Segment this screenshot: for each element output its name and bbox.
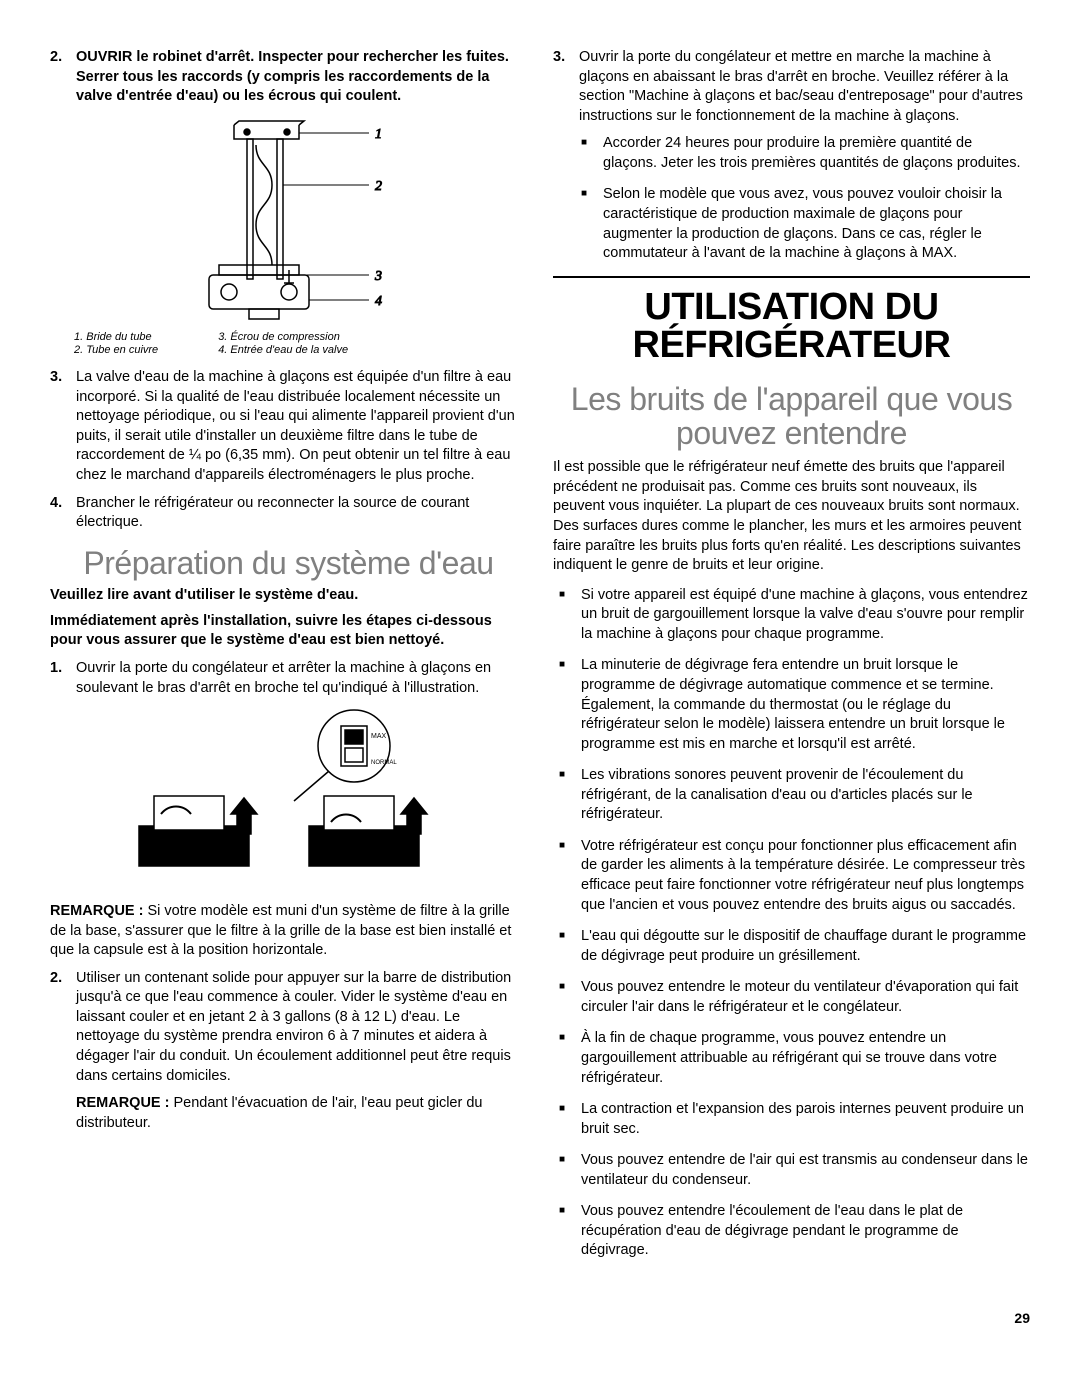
prep-lead-2: Immédiatement après l'installation, suiv… <box>50 612 527 651</box>
fig2-normal: NORMAL <box>371 760 397 766</box>
main-title: UTILISATION DU RÉFRIGÉRATEUR <box>553 288 1030 366</box>
sound-3: Les vibrations sonores peuvent provenir … <box>553 766 1030 825</box>
sound-10: Vous pouvez entendre l'écoulement de l'e… <box>553 1202 1030 1261</box>
left-column: OUVRIR le robinet d'arrêt. Inspecter pou… <box>50 48 527 1273</box>
icemaker-diagram: MAX NORMAL <box>50 706 527 896</box>
sound-4: Votre réfrigérateur est conçu pour fonct… <box>553 837 1030 915</box>
prep-step-1: Ouvrir la porte du congélateur et arrête… <box>50 659 527 698</box>
right-sub-2: Selon le modèle que vous avez, vous pouv… <box>579 185 1030 263</box>
right-column: Ouvrir la porte du congélateur et mettre… <box>553 48 1030 1273</box>
fig1-legend: 1. Bride du tube 2. Tube en cuivre 3. Éc… <box>50 331 527 359</box>
sub-title: Les bruits de l'appareil que vous pouvez… <box>553 383 1030 450</box>
sound-1: Si votre appareil est équipé d'une machi… <box>553 586 1030 645</box>
page-number: 29 <box>50 1309 1030 1328</box>
left-step-4: Brancher le réfrigérateur ou reconnecter… <box>50 494 527 533</box>
right-step-3-text: Ouvrir la porte du congélateur et mettre… <box>579 49 1023 124</box>
fig2-max: MAX <box>371 733 387 740</box>
main-title-line-2: RÉFRIGÉRATEUR <box>553 326 1030 365</box>
sub-title-line-2: pouvez entendre <box>553 417 1030 451</box>
legend-4: 4. Entrée d'eau de la valve <box>218 344 348 358</box>
sound-2: La minuterie de dégivrage fera entendre … <box>553 656 1030 754</box>
remarque-1: REMARQUE : Si votre modèle est muni d'un… <box>50 902 527 961</box>
prep-lead-1: Veuillez lire avant d'utiliser le systèm… <box>50 586 527 606</box>
sound-8: La contraction et l'expansion des parois… <box>553 1100 1030 1139</box>
right-step-3: Ouvrir la porte du congélateur et mettre… <box>553 48 1030 264</box>
prep-step-2: Utiliser un contenant solide pour appuye… <box>50 969 527 1134</box>
legend-2: 2. Tube en cuivre <box>74 344 158 358</box>
left-step-3-text: La valve d'eau de la machine à glaçons e… <box>76 369 515 483</box>
sub-title-line-1: Les bruits de l'appareil que vous <box>553 383 1030 417</box>
main-title-line-1: UTILISATION DU <box>553 288 1030 327</box>
left-step-2-text: OUVRIR le robinet d'arrêt. Inspecter pou… <box>76 49 509 104</box>
prep-step-2-text: Utiliser un contenant solide pour appuye… <box>76 970 511 1084</box>
sound-6: Vous pouvez entendre le moteur du ventil… <box>553 978 1030 1017</box>
left-step-3: La valve d'eau de la machine à glaçons e… <box>50 368 527 485</box>
remarque-1-lead: REMARQUE : <box>50 903 143 919</box>
prep-step-1-text: Ouvrir la porte du congélateur et arrête… <box>76 660 491 696</box>
left-step-4-text: Brancher le réfrigérateur ou reconnecter… <box>76 495 469 531</box>
sound-9: Vous pouvez entendre de l'air qui est tr… <box>553 1151 1030 1190</box>
fig1-label-2: 2 <box>375 179 382 194</box>
legend-3: 3. Écrou de compression <box>218 331 348 345</box>
fig1-label-4: 4 <box>375 294 382 309</box>
fig1-label-3: 3 <box>374 269 382 284</box>
remarque-2-lead: REMARQUE : <box>76 1095 169 1111</box>
divider <box>553 276 1030 278</box>
fig1-label-1: 1 <box>375 127 382 142</box>
valve-diagram: 1 2 3 4 <box>50 115 527 325</box>
left-step-2: OUVRIR le robinet d'arrêt. Inspecter pou… <box>50 48 527 107</box>
sounds-intro: Il est possible que le réfrigérateur neu… <box>553 458 1030 575</box>
legend-1: 1. Bride du tube <box>74 331 158 345</box>
sound-5: L'eau qui dégoutte sur le dispositif de … <box>553 927 1030 966</box>
prep-title: Préparation du système d'eau <box>50 547 527 581</box>
right-sub-1: Accorder 24 heures pour produire la prem… <box>579 134 1030 173</box>
sound-7: À la fin de chaque programme, vous pouve… <box>553 1029 1030 1088</box>
